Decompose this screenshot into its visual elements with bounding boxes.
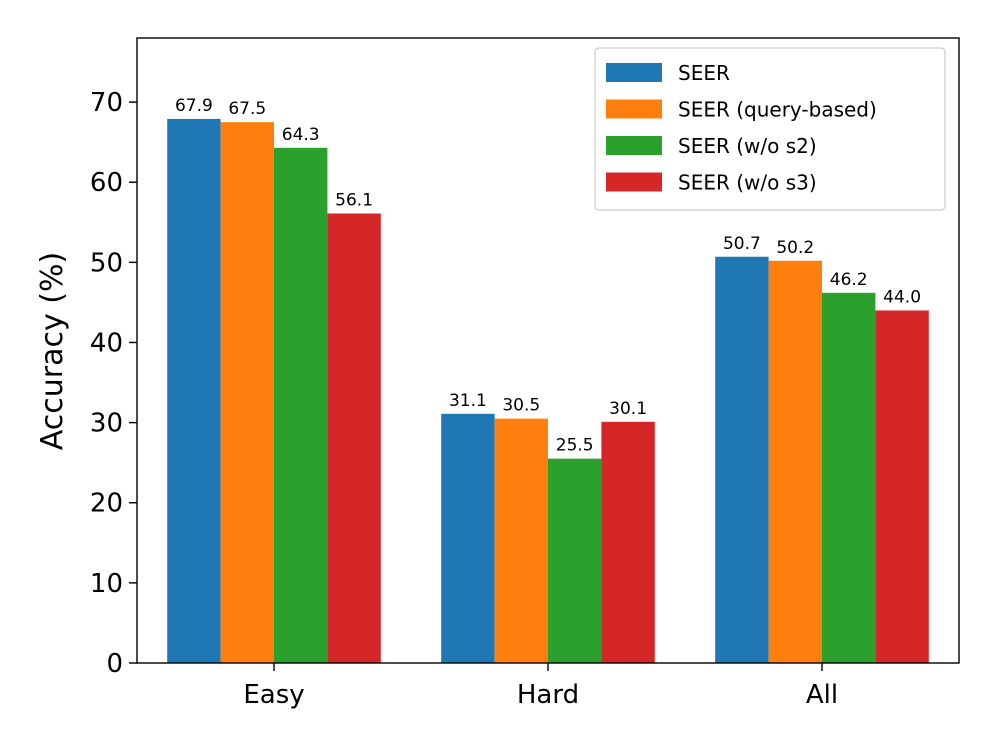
x-tick-label: All: [806, 680, 838, 710]
bars-layer: [167, 118, 929, 663]
bar-labels-layer: 67.9 67.5 64.3 56.1 31.1 30.5 25.5 30.1 50.7 50.2…: [175, 96, 921, 456]
y-tick-label: 50: [90, 248, 123, 278]
y-tick-label: 30: [90, 409, 123, 439]
legend-swatch-1: [606, 63, 662, 82]
bar-all-series-2: [768, 260, 822, 663]
legend: SEER SEER (query-based) SEER (w/o s2) SEER …: [594, 47, 946, 211]
legend-swatch-3: [606, 136, 662, 155]
legend-label-2: SEER (query-based): [678, 98, 877, 122]
axes-layer: Easy Hard All 0 10 20 30 40 50 60 70: [90, 37, 960, 710]
legend-label-4: SEER (w/o s3): [678, 171, 817, 195]
bar-easy-series-1: [167, 118, 221, 663]
bar-label-all-series-2: 50.2: [776, 238, 814, 258]
bar-label-all-series-1: 50.7: [723, 234, 761, 254]
bar-hard-series-2: [494, 418, 548, 663]
y-tick-label: 10: [90, 569, 123, 599]
y-axis-label: Accuracy (%): [35, 252, 70, 450]
legend-swatch-2: [606, 99, 662, 119]
bar-all-series-4: [875, 310, 929, 663]
bar-label-easy-series-2: 67.5: [228, 99, 266, 119]
y-tick-label: 20: [90, 489, 123, 519]
bar-label-easy-series-1: 67.9: [175, 96, 213, 116]
x-tick-label: Easy: [243, 680, 304, 710]
y-tick-label: 0: [106, 649, 123, 679]
bar-label-hard-series-1: 31.1: [449, 391, 487, 411]
bar-easy-series-4: [327, 213, 381, 663]
legend-label-3: SEER (w/o s2): [678, 134, 817, 158]
y-tick-label: 60: [90, 168, 123, 198]
bar-label-hard-series-3: 25.5: [556, 436, 594, 456]
legend-label-1: SEER: [678, 61, 730, 85]
x-tick-label: Hard: [517, 680, 579, 710]
y-tick-label: 40: [90, 328, 123, 358]
bar-label-easy-series-4: 56.1: [335, 190, 373, 210]
bar-label-easy-series-3: 64.3: [282, 125, 320, 145]
bar-label-all-series-4: 44.0: [883, 287, 921, 307]
bar-hard-series-3: [548, 458, 602, 663]
y-tick-label: 70: [90, 88, 123, 118]
bar-easy-series-2: [220, 122, 274, 663]
bar-hard-series-4: [601, 421, 655, 663]
legend-box: [594, 47, 946, 211]
bar-easy-series-3: [274, 147, 328, 663]
bar-label-all-series-3: 46.2: [830, 270, 868, 290]
bar-label-hard-series-2: 30.5: [502, 396, 540, 416]
legend-swatch-4: [606, 172, 662, 192]
bar-all-series-3: [822, 292, 876, 663]
plot-frame: [136, 37, 960, 664]
bar-hard-series-1: [441, 413, 495, 663]
bar-all-series-1: [715, 256, 769, 663]
bar-label-hard-series-4: 30.1: [609, 399, 647, 419]
